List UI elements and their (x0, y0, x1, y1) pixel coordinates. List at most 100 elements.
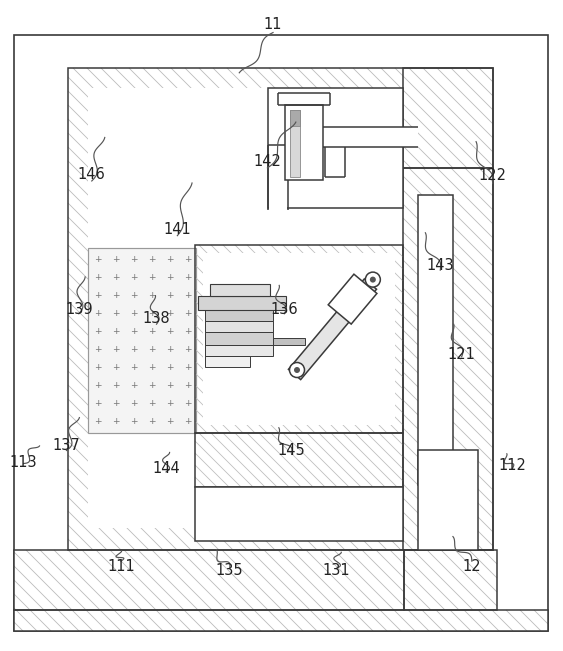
Text: +: + (148, 346, 156, 355)
Text: 145: 145 (278, 443, 306, 458)
Bar (205, 321, 273, 332)
Text: 138: 138 (142, 311, 171, 327)
Text: +: + (184, 363, 192, 372)
Text: +: + (184, 381, 192, 391)
Bar (328, 274, 377, 324)
Bar (203, 253, 395, 425)
Text: +: + (94, 255, 102, 264)
Text: +: + (112, 400, 120, 408)
Text: +: + (148, 309, 156, 318)
Bar (210, 284, 270, 296)
Bar (205, 356, 250, 367)
Text: +: + (130, 327, 138, 337)
Text: +: + (166, 273, 174, 283)
Text: 121: 121 (448, 347, 476, 363)
Text: +: + (166, 346, 174, 355)
Text: +: + (148, 381, 156, 391)
Text: +: + (184, 292, 192, 301)
Text: +: + (130, 255, 138, 264)
Text: +: + (148, 255, 156, 264)
Text: +: + (166, 327, 174, 337)
Bar (195, 487, 403, 541)
Bar (205, 310, 273, 321)
Bar (285, 105, 323, 180)
Text: +: + (148, 363, 156, 372)
Text: +: + (184, 346, 192, 355)
Bar (273, 338, 305, 345)
Text: +: + (112, 273, 120, 283)
Bar (323, 127, 418, 147)
Bar (403, 168, 493, 550)
Text: +: + (166, 255, 174, 264)
Text: +: + (184, 273, 192, 283)
Bar (404, 550, 497, 610)
Bar (418, 450, 478, 550)
Text: 131: 131 (323, 563, 351, 579)
Text: +: + (166, 400, 174, 408)
Text: 113: 113 (10, 454, 38, 470)
Text: 137: 137 (52, 438, 81, 454)
Text: +: + (94, 363, 102, 372)
Text: +: + (94, 327, 102, 337)
Text: +: + (130, 273, 138, 283)
Text: +: + (112, 381, 120, 391)
Text: 142: 142 (253, 154, 282, 169)
Text: 141: 141 (163, 222, 191, 238)
Bar (290, 110, 300, 126)
Text: +: + (94, 273, 102, 283)
Bar (195, 433, 403, 487)
Bar (403, 68, 493, 168)
Bar (88, 88, 473, 528)
Text: +: + (184, 400, 192, 408)
Text: +: + (184, 309, 192, 318)
Text: 122: 122 (479, 168, 507, 184)
Bar (269, 146, 287, 210)
Bar (290, 110, 300, 177)
Text: 135: 135 (216, 563, 244, 579)
Text: +: + (148, 327, 156, 337)
Bar (14, 550, 404, 610)
Text: +: + (94, 400, 102, 408)
Text: +: + (148, 273, 156, 283)
Text: 146: 146 (78, 167, 106, 182)
Text: +: + (184, 255, 192, 264)
Text: +: + (130, 363, 138, 372)
Text: 111: 111 (107, 559, 135, 574)
Text: +: + (166, 363, 174, 372)
Bar (418, 195, 453, 485)
Bar (14, 610, 548, 631)
Bar (198, 296, 286, 310)
Circle shape (370, 277, 376, 283)
Bar (195, 245, 403, 433)
Circle shape (289, 363, 305, 378)
Text: +: + (166, 417, 174, 426)
Text: 139: 139 (65, 301, 93, 317)
Text: +: + (94, 417, 102, 426)
Text: +: + (130, 381, 138, 391)
Text: +: + (112, 363, 120, 372)
Text: +: + (130, 417, 138, 426)
Bar (195, 245, 403, 433)
Text: +: + (112, 292, 120, 301)
Bar (403, 68, 493, 168)
Text: +: + (148, 292, 156, 301)
Bar (68, 68, 493, 550)
Text: +: + (130, 346, 138, 355)
Bar (195, 433, 403, 487)
Text: +: + (130, 292, 138, 301)
Circle shape (294, 367, 300, 373)
Text: +: + (166, 309, 174, 318)
Text: +: + (112, 417, 120, 426)
Bar (268, 88, 403, 208)
Bar (403, 168, 493, 550)
Text: +: + (112, 309, 120, 318)
Text: 143: 143 (426, 258, 454, 273)
Text: +: + (112, 255, 120, 264)
Bar (14, 610, 548, 631)
Bar (14, 550, 404, 610)
Bar (205, 345, 273, 356)
Text: 112: 112 (498, 458, 526, 473)
Text: 11: 11 (264, 17, 282, 33)
Text: +: + (184, 417, 192, 426)
Text: 144: 144 (152, 461, 180, 477)
